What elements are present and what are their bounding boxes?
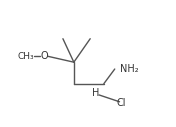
Text: H: H: [92, 89, 99, 98]
Text: O: O: [40, 51, 48, 61]
Text: Cl: Cl: [117, 98, 126, 108]
Text: NH₂: NH₂: [120, 64, 139, 74]
Text: CH₃: CH₃: [18, 52, 34, 61]
